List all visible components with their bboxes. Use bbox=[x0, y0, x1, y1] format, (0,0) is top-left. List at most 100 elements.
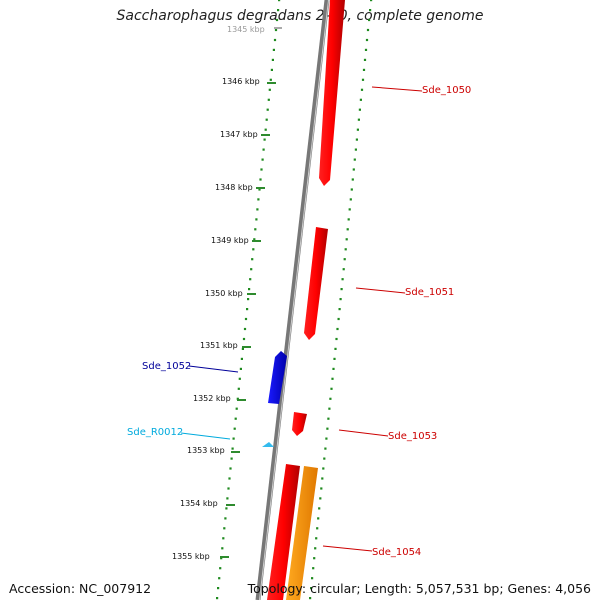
tick-label-1353: 1353 kbp bbox=[187, 446, 225, 455]
right-track-dot bbox=[336, 327, 339, 331]
left-track-dot bbox=[218, 577, 221, 580]
right-track-dot bbox=[353, 158, 356, 161]
right-track-dot bbox=[350, 188, 353, 191]
right-track-dot bbox=[355, 138, 358, 141]
tick-label-1348: 1348 kbp bbox=[215, 183, 253, 192]
left-track-dot bbox=[250, 268, 253, 271]
left-track-dot bbox=[235, 407, 238, 410]
left-track-dot bbox=[254, 228, 257, 231]
left-track-dot bbox=[221, 547, 224, 550]
right-track-dot bbox=[319, 497, 322, 500]
left-track-dot bbox=[256, 208, 259, 211]
right-track-dot bbox=[363, 58, 367, 61]
left-track-dot bbox=[270, 68, 273, 71]
left-track-dot bbox=[219, 567, 222, 570]
left-track-dot bbox=[246, 308, 249, 311]
left-track-dot bbox=[220, 557, 223, 560]
right-track-dot bbox=[332, 367, 335, 370]
right-track-dot bbox=[333, 357, 336, 360]
left-track-dot bbox=[230, 457, 233, 460]
gene-arrow-sde-1053[interactable] bbox=[292, 412, 307, 436]
left-track-dot bbox=[231, 447, 234, 450]
left-track-dot bbox=[241, 347, 244, 350]
left-track-dot bbox=[268, 88, 271, 91]
right-track-dot bbox=[352, 168, 355, 171]
left-track-dot bbox=[275, 18, 279, 22]
left-track-dot bbox=[237, 387, 240, 390]
gene-arrow-sde-1054[interactable] bbox=[267, 464, 300, 600]
right-track-dot bbox=[313, 557, 316, 560]
left-track-dot bbox=[258, 188, 261, 191]
left-track-dot bbox=[265, 118, 268, 121]
left-track-dot bbox=[234, 417, 237, 420]
left-track-dot bbox=[227, 487, 230, 490]
right-track-dot bbox=[317, 517, 320, 520]
tick-label-1350: 1350 kbp bbox=[205, 289, 243, 298]
left-track-dot bbox=[232, 437, 235, 440]
tick-label-1355: 1355 kbp bbox=[172, 552, 210, 561]
left-dotted-track bbox=[216, 0, 281, 600]
left-track-dot bbox=[240, 357, 243, 360]
left-track-dot bbox=[272, 48, 275, 51]
left-track-dot bbox=[233, 427, 236, 430]
right-track-dot bbox=[366, 28, 370, 32]
left-track-dot bbox=[243, 327, 247, 331]
left-track-dot bbox=[223, 527, 226, 530]
right-track-dot bbox=[311, 577, 314, 580]
right-dotted-track bbox=[309, 0, 373, 600]
gene-label-sde-1053: Sde_1053 bbox=[388, 431, 437, 442]
right-track-dot bbox=[331, 377, 334, 380]
left-track-dot bbox=[244, 317, 248, 321]
gene-arrow-sde-1050[interactable] bbox=[319, 0, 345, 186]
gene-arrow-orange[interactable] bbox=[286, 466, 318, 600]
left-track-dot bbox=[229, 467, 232, 470]
right-track-dot bbox=[320, 487, 323, 490]
left-track-dot bbox=[267, 98, 270, 101]
backbone-line bbox=[255, 0, 330, 600]
rna-arrow-sde-r0012[interactable] bbox=[262, 442, 274, 447]
left-track-dot bbox=[253, 238, 256, 241]
left-track-dot bbox=[260, 168, 263, 171]
topology-text: Topology: circular; Length: 5,057,531 bp… bbox=[247, 581, 591, 596]
tick-label-1351: 1351 kbp bbox=[200, 341, 238, 350]
right-track-dot bbox=[368, 18, 371, 22]
tick-label-1345: 1345 kbp bbox=[227, 25, 265, 34]
gene-arrow-sde-1052[interactable] bbox=[268, 351, 287, 404]
left-track-dot bbox=[274, 28, 278, 32]
left-track-dot bbox=[257, 198, 260, 201]
gene-labels: Sde_1050 Sde_1051 Sde_1052 Sde_R0012 Sde… bbox=[127, 85, 471, 558]
gene-label-sde-1050: Sde_1050 bbox=[422, 85, 471, 96]
right-track-dot bbox=[330, 387, 333, 390]
right-track-dot bbox=[310, 587, 313, 590]
scale-ticks: 1345 kbp 1346 kbp 1347 kbp 1348 kbp 1349… bbox=[172, 25, 282, 561]
tick-label-1349: 1349 kbp bbox=[211, 236, 249, 245]
right-track-dot bbox=[345, 238, 348, 241]
left-track-dot bbox=[226, 497, 229, 500]
gene-label-sde-r0012: Sde_R0012 bbox=[127, 427, 183, 438]
right-track-dot bbox=[327, 417, 330, 420]
left-track-dot bbox=[217, 587, 220, 590]
tick-label-1354: 1354 kbp bbox=[180, 499, 218, 508]
right-track-dot bbox=[358, 108, 361, 111]
right-track-dot bbox=[329, 397, 332, 400]
right-track-dot bbox=[340, 288, 343, 291]
left-track-dot bbox=[263, 138, 266, 141]
left-track-dot bbox=[278, 0, 281, 2]
right-track-dot bbox=[343, 258, 346, 261]
left-track-dot bbox=[238, 377, 241, 380]
right-track-dot bbox=[325, 437, 328, 440]
right-track-dot bbox=[347, 218, 350, 221]
right-track-dot bbox=[309, 597, 312, 600]
left-track-dot bbox=[247, 298, 250, 301]
gene-arrow-sde-1051[interactable] bbox=[304, 227, 328, 340]
right-track-dot bbox=[315, 537, 318, 540]
left-track-dot bbox=[239, 367, 242, 370]
left-track-dot bbox=[242, 337, 246, 341]
left-track-dot bbox=[248, 288, 251, 291]
right-track-dot bbox=[337, 317, 340, 321]
left-track-dot bbox=[261, 158, 264, 161]
right-track-dot bbox=[342, 268, 345, 271]
gene-label-sde-1054: Sde_1054 bbox=[372, 547, 421, 558]
right-track-dot bbox=[356, 128, 359, 131]
right-track-dot bbox=[361, 78, 365, 81]
